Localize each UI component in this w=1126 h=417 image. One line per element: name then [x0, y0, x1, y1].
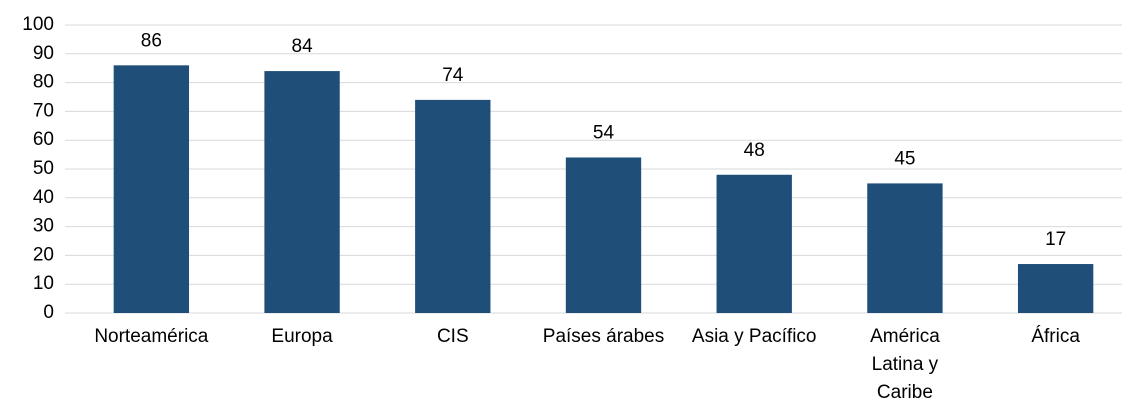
y-tick-label: 70 [33, 100, 54, 121]
bar [565, 157, 642, 313]
x-tick-label: CIS [436, 326, 469, 347]
bar [716, 174, 792, 313]
y-tick-label: 30 [33, 216, 54, 237]
y-tick-label: 90 [33, 43, 54, 64]
data-label: 45 [894, 148, 915, 169]
y-tick-label: 40 [33, 187, 54, 208]
y-tick-label: 50 [33, 158, 54, 179]
x-tick-label: Asia y Pacífico [691, 326, 817, 347]
x-tick-label: Países árabes [542, 326, 665, 347]
y-tick-label: 80 [33, 72, 54, 93]
x-tick-label: África [1031, 326, 1080, 347]
data-label: 48 [744, 140, 765, 161]
x-tick-label: Europa [271, 326, 333, 347]
y-tick-label: 60 [33, 129, 54, 150]
bar [264, 71, 340, 313]
data-label: 86 [141, 30, 162, 51]
bar [415, 99, 491, 313]
x-tick-label: Norteamérica [94, 326, 209, 347]
bar [113, 65, 190, 313]
data-label: 74 [442, 65, 464, 86]
bar [1017, 264, 1094, 313]
y-tick-label: 100 [22, 14, 54, 35]
bar [867, 183, 943, 313]
data-label: 17 [1045, 229, 1066, 250]
y-tick-label: 0 [43, 302, 54, 323]
y-tick-label: 20 [33, 244, 54, 265]
data-label: 84 [292, 36, 314, 57]
data-label: 54 [593, 122, 615, 143]
x-tick-label: América Latina y Caribe [870, 326, 940, 403]
y-tick-label: 10 [33, 273, 54, 294]
